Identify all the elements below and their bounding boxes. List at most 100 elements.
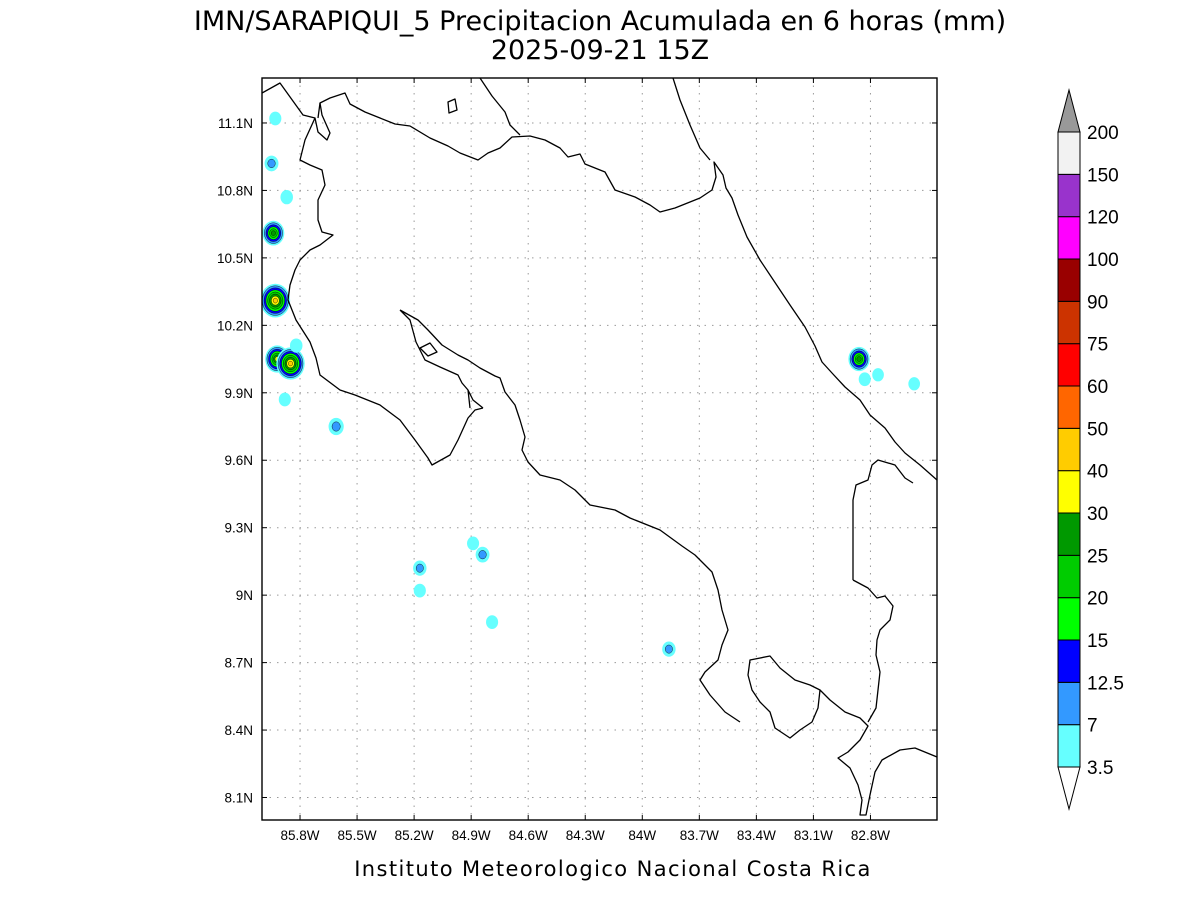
- precip-cell: [278, 392, 291, 407]
- lat-tick-label: 9.6N: [224, 453, 253, 468]
- precip-cell: [264, 155, 279, 172]
- title-line-2: 2025-09-21 15Z: [491, 35, 709, 66]
- precip-contour: [278, 392, 291, 407]
- pacific-coast-north: [287, 102, 484, 466]
- colorbar-swatch: [1057, 131, 1081, 175]
- precipitation-layer: [262, 111, 921, 657]
- colorbar: 3.5 7 12.5 15 20 25 30 40 50 60 75 90 100 120 150 200: [1057, 88, 1124, 811]
- precip-cell: [848, 346, 870, 372]
- precip-cell: [262, 283, 291, 318]
- precip-contour: [267, 158, 276, 168]
- chira-island: [419, 342, 438, 357]
- precip-contour: [908, 377, 921, 391]
- precip-contour: [467, 536, 480, 551]
- precip-contour: [415, 563, 424, 573]
- lon-tick-label: 85.5W: [338, 828, 377, 843]
- colorbar-swatch: [1057, 681, 1081, 726]
- precip-contour: [413, 583, 426, 598]
- precip-contour: [289, 338, 303, 353]
- caribbean-coast-north: [672, 78, 711, 161]
- precip-contour: [856, 356, 862, 362]
- precip-cell: [858, 372, 871, 387]
- colorbar-label: 100: [1087, 250, 1119, 271]
- colorbar-swatch: [1057, 470, 1081, 514]
- colorbar-swatch: [1057, 258, 1081, 302]
- colorbar-swatch: [1057, 639, 1081, 683]
- colorbar-swatch: [1057, 173, 1081, 218]
- precip-contour: [478, 550, 487, 560]
- lat-tick-label: 9.3N: [224, 521, 253, 536]
- lon-tick-label: 85.2W: [395, 828, 434, 843]
- colorbar-swatch: [1057, 343, 1081, 387]
- colorbar-label: 3.5: [1087, 758, 1113, 779]
- lon-tick-label: 84.6W: [509, 828, 548, 843]
- colorbar-swatch: [1057, 427, 1081, 472]
- precip-contour: [486, 615, 499, 630]
- colorbar-label: 12.5: [1087, 673, 1124, 694]
- precip-contour: [271, 230, 276, 236]
- precip-cell: [486, 615, 499, 630]
- colorbar-swatch: [1057, 512, 1081, 556]
- lon-tick-label: 83.7W: [680, 828, 719, 843]
- precip-cell: [269, 111, 282, 126]
- lat-tick-label: 10.8N: [217, 183, 253, 198]
- longitude-labels: 85.8W 85.5W 85.2W 84.9W 84.6W 84.3W 84W 83.7W 83…: [281, 828, 891, 843]
- calero-island: [447, 98, 458, 114]
- title-line-1: IMN/SARAPIQUI_5 Precipitacion Acumulada …: [194, 6, 1006, 37]
- precip-cell: [662, 641, 676, 657]
- colorbar-swatch: [1057, 554, 1081, 599]
- precip-cell: [280, 190, 293, 205]
- coastline-layer: [262, 78, 937, 816]
- lon-tick-label: 83.1W: [794, 828, 833, 843]
- precip-cell: [467, 536, 480, 551]
- latitude-labels: 11.1N 10.8N 10.5N 10.2N 9.9N 9.6N 9.3N 9N 8.7N 8.…: [217, 116, 253, 806]
- precip-cell: [908, 377, 921, 391]
- map-panel: 85.8W 85.5W 85.2W 84.9W 84.6W 84.3W 84W 83.7W 83…: [217, 77, 938, 843]
- grid-lines: [262, 78, 937, 820]
- lat-tick-label: 8.4N: [224, 723, 253, 738]
- precip-cell: [872, 368, 884, 382]
- colorbar-label: 150: [1087, 165, 1119, 186]
- lat-tick-label: 10.2N: [217, 318, 253, 333]
- precip-contour: [272, 297, 278, 304]
- colorbar-swatch: [1057, 300, 1081, 345]
- footer-credit: Instituto Meteorologico Nacional Costa R…: [354, 857, 872, 881]
- lon-tick-label: 84W: [628, 828, 656, 843]
- colorbar-under-arrow: [1057, 766, 1081, 811]
- colorbar-label: 75: [1087, 335, 1108, 356]
- precip-contour: [269, 111, 282, 126]
- lat-tick-label: 8.1N: [224, 791, 253, 806]
- tick-marks: [262, 78, 937, 820]
- precip-cell: [276, 347, 305, 380]
- osa-peninsula: [747, 655, 821, 739]
- lon-tick-label: 84.9W: [452, 828, 491, 843]
- nicaragua-costa-rica-border: [262, 82, 713, 213]
- colorbar-label: 50: [1087, 419, 1108, 440]
- nicoya-gulf-coast: [399, 309, 741, 723]
- precip-contour: [280, 190, 293, 205]
- colorbar-label: 20: [1087, 589, 1108, 610]
- map-frame: [261, 77, 938, 821]
- lat-tick-label: 8.7N: [224, 656, 253, 671]
- colorbar-swatch: [1057, 724, 1081, 768]
- colorbar-label: 7: [1087, 716, 1098, 737]
- colorbar-swatch: [1057, 597, 1081, 641]
- colorbar-label: 30: [1087, 504, 1108, 525]
- precip-cell: [475, 546, 490, 563]
- precip-contour: [872, 368, 884, 382]
- colorbar-label: 200: [1087, 123, 1119, 144]
- precip-cell: [413, 560, 427, 576]
- precip-contour: [665, 644, 673, 654]
- precip-cell: [262, 220, 285, 246]
- colorbar-label: 15: [1087, 631, 1108, 652]
- lon-tick-label: 85.8W: [281, 828, 320, 843]
- precip-cell: [413, 583, 426, 598]
- colorbar-over-arrow: [1057, 88, 1081, 133]
- burica-coast: [819, 689, 937, 816]
- colorbar-label: 25: [1087, 546, 1108, 567]
- lat-tick-label: 11.1N: [218, 116, 253, 131]
- caribbean-coast: [479, 78, 937, 481]
- precip-cell: [328, 417, 344, 436]
- precip-contour: [331, 421, 341, 432]
